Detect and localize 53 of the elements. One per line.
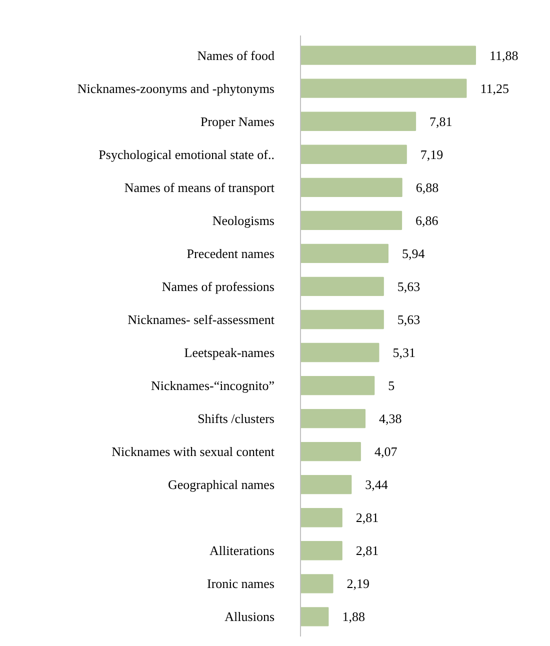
data-label: 5,31 xyxy=(392,345,416,360)
bar xyxy=(300,46,476,65)
bar xyxy=(300,475,352,494)
y-tick-label: Nicknames with sexual content xyxy=(112,444,275,460)
data-label: 5,63 xyxy=(397,278,420,294)
y-tick-label: Names of food xyxy=(197,48,275,63)
data-label: 1,88 xyxy=(342,609,365,624)
bar xyxy=(300,210,402,230)
y-tick-label: Allusions xyxy=(224,609,274,624)
y-tick-label: Alliterations xyxy=(210,543,275,558)
bar xyxy=(300,508,342,528)
y-tick-label: Nicknames-zoonyms and -phytonyms xyxy=(77,80,275,96)
data-label: 4,38 xyxy=(379,411,402,426)
bar xyxy=(300,178,402,197)
data-label: 11,88 xyxy=(490,48,518,63)
bar xyxy=(300,276,384,296)
bar xyxy=(300,408,366,428)
bar xyxy=(300,607,329,626)
data-label: 2,81 xyxy=(356,543,379,558)
bar xyxy=(300,574,334,594)
bar xyxy=(300,442,361,462)
y-tick-label: Names of means of transport xyxy=(124,180,275,195)
y-tick-label: Ironic names xyxy=(207,576,275,592)
bar xyxy=(300,376,375,396)
y-tick-label: Neologisms xyxy=(212,212,275,228)
data-label: 7,19 xyxy=(420,146,444,162)
y-tick-label: Geographical names xyxy=(168,477,274,492)
bar xyxy=(300,78,467,98)
data-label: 2,19 xyxy=(346,576,370,592)
y-tick-label: Proper Names xyxy=(200,114,275,129)
data-label: 7,81 xyxy=(430,114,452,129)
data-label: 4,07 xyxy=(374,444,398,460)
bar xyxy=(300,144,407,164)
data-label: 6,86 xyxy=(416,212,439,228)
y-tick-label: Nicknames- self-assessment xyxy=(128,312,275,327)
bar xyxy=(300,342,380,362)
data-label: 11,25 xyxy=(480,80,509,96)
data-label: 5,63 xyxy=(397,312,420,327)
bar xyxy=(300,310,384,330)
bar xyxy=(300,541,342,560)
y-tick-label: Leetspeak-names xyxy=(184,345,274,360)
data-label: 2,81 xyxy=(356,510,379,526)
bar xyxy=(300,112,416,131)
y-tick-label: Shifts /clusters xyxy=(198,411,275,426)
y-tick-label: Nicknames-“incognito” xyxy=(151,378,275,394)
data-label: 5 xyxy=(388,378,395,394)
data-label: 5,94 xyxy=(402,246,426,261)
y-tick-label: Psychological emotional state of.. xyxy=(98,146,275,162)
bar xyxy=(300,244,388,264)
data-label: 3,44 xyxy=(365,477,388,492)
y-tick-label: Precedent names xyxy=(186,246,275,261)
y-tick-label: Names of professions xyxy=(162,278,275,294)
data-label: 6,88 xyxy=(416,180,439,195)
